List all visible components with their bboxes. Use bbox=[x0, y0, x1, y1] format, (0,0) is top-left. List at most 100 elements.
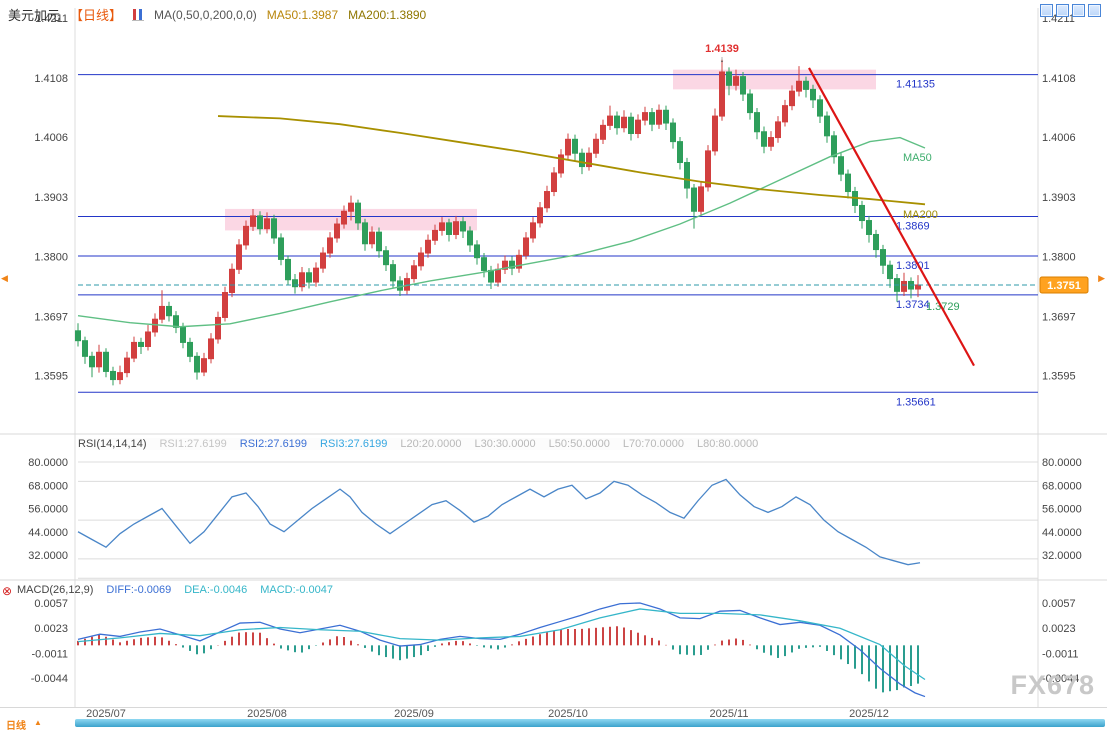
candle-body bbox=[817, 99, 823, 117]
candle-body bbox=[271, 218, 277, 239]
macd-diff-value: DIFF:-0.0069 bbox=[106, 584, 172, 596]
candle-body bbox=[712, 115, 718, 152]
rsi-header: RSI(14,14,14) RSI1:27.6199 RSI2:27.6199 … bbox=[78, 438, 759, 450]
macd-axis-label-right: 0.0057 bbox=[1042, 598, 1076, 610]
macd-axis-label-right: 0.0023 bbox=[1042, 623, 1076, 635]
scroll-right-icon[interactable]: ▶ bbox=[1098, 273, 1105, 283]
macd-remove-icon[interactable]: ⊗ bbox=[2, 584, 13, 598]
candle-body bbox=[327, 237, 333, 254]
ma200-value-label: MA200:1.3890 bbox=[348, 7, 427, 22]
macd-header: MACD(26,12,9) DIFF:-0.0069 DEA:-0.0046 M… bbox=[17, 584, 333, 596]
level-price-label: 1.41135 bbox=[896, 79, 935, 91]
candle-body bbox=[810, 88, 816, 101]
candle-body bbox=[264, 218, 270, 230]
macd-diff-line bbox=[77, 602, 926, 698]
period-tag[interactable]: 【日线】 bbox=[70, 8, 123, 23]
ma50-value-label: MA50:1.3987 bbox=[266, 7, 339, 22]
candle-body bbox=[103, 351, 109, 372]
price-axis-label-right: 1.4108 bbox=[1042, 73, 1076, 85]
candle-body bbox=[383, 250, 389, 266]
candle-body bbox=[362, 222, 368, 245]
candle-body bbox=[600, 124, 606, 140]
candle-body bbox=[467, 230, 473, 246]
candle-body bbox=[887, 264, 893, 280]
current-price-badge bbox=[1039, 276, 1089, 294]
candle-body bbox=[341, 210, 347, 225]
chart-header: 美元加元 【日线】 MA(0,50,0,200,0,0) MA50:1.3987… bbox=[8, 5, 426, 24]
peak-price-annotation: 1.4139 bbox=[705, 43, 739, 55]
candle-body bbox=[775, 121, 781, 139]
compare-charts-icon[interactable] bbox=[1072, 4, 1085, 17]
candle-body bbox=[418, 252, 424, 267]
candle-body bbox=[901, 280, 907, 292]
candle-body bbox=[663, 109, 669, 124]
candle-body bbox=[222, 292, 228, 318]
popout-window-icon[interactable] bbox=[1088, 4, 1101, 17]
rsi-axis-label-left: 32.0000 bbox=[28, 550, 68, 562]
candle-body bbox=[537, 207, 543, 224]
candle-body bbox=[432, 229, 438, 241]
price-axis-label-left: 1.3800 bbox=[34, 252, 68, 264]
chart-horizontal-scrollbar[interactable] bbox=[75, 719, 1105, 727]
candle-body bbox=[369, 231, 375, 245]
candle-body bbox=[579, 152, 585, 168]
candle-body bbox=[474, 244, 480, 259]
candle-body bbox=[845, 173, 851, 193]
candle-body bbox=[180, 326, 186, 343]
candle-body bbox=[411, 265, 417, 280]
candle-body bbox=[803, 80, 809, 90]
macd-indicator-label[interactable]: MACD(26,12,9) bbox=[17, 584, 94, 596]
candle-body bbox=[530, 222, 536, 239]
add-chart-icon[interactable] bbox=[1040, 4, 1053, 17]
price-axis-label-right: 1.3595 bbox=[1042, 371, 1076, 383]
rsi1-value: RSI1:27.6199 bbox=[159, 438, 227, 450]
candle-body bbox=[201, 358, 207, 373]
candle-body bbox=[740, 76, 746, 95]
candle-body bbox=[166, 305, 172, 317]
candle-body bbox=[628, 116, 634, 134]
down-trendline bbox=[808, 67, 975, 367]
ma200-line bbox=[217, 115, 926, 206]
candle-body bbox=[152, 318, 158, 333]
candle-body bbox=[649, 112, 655, 125]
candle-body bbox=[453, 221, 459, 235]
candle-body bbox=[796, 80, 802, 92]
rsi-axis-label-right: 56.0000 bbox=[1042, 504, 1082, 516]
candlestick-icon[interactable] bbox=[132, 8, 145, 21]
bottom-period-label[interactable]: 日线 bbox=[6, 721, 26, 732]
rsi2-value: RSI2:27.6199 bbox=[239, 438, 308, 450]
price-axis-label-left: 1.4211 bbox=[35, 13, 68, 25]
rsi-indicator-label[interactable]: RSI(14,14,14) bbox=[78, 438, 147, 450]
price-axis-label-left: 1.4006 bbox=[34, 132, 68, 144]
candle-body bbox=[586, 152, 592, 168]
candle-body bbox=[96, 351, 102, 368]
period-up-triangle-icon[interactable]: ▲ bbox=[34, 718, 42, 727]
rsi-axis-label-right: 44.0000 bbox=[1042, 527, 1082, 539]
candle-body bbox=[824, 115, 830, 137]
macd-dea-line bbox=[77, 608, 926, 681]
candle-body bbox=[439, 222, 445, 231]
candle-body bbox=[173, 315, 179, 328]
candle-body bbox=[75, 330, 81, 342]
candle-body bbox=[866, 220, 872, 235]
ma50-line bbox=[77, 136, 926, 328]
rsi-axis-label-right: 32.0000 bbox=[1042, 550, 1082, 562]
candle-body bbox=[656, 109, 662, 125]
price-axis-label-left: 1.4108 bbox=[34, 73, 68, 85]
scroll-left-icon[interactable]: ◀ bbox=[1, 273, 8, 283]
candle-body bbox=[355, 202, 361, 224]
price-axis-label-left: 1.3697 bbox=[34, 311, 68, 323]
candle-body bbox=[509, 260, 515, 269]
resistance-zone bbox=[673, 69, 876, 90]
grid-layout-icon[interactable] bbox=[1056, 4, 1069, 17]
candle-body bbox=[607, 115, 613, 126]
candle-body bbox=[82, 340, 88, 357]
rsi-l50-value: L50:50.0000 bbox=[548, 438, 610, 450]
candle-body bbox=[859, 204, 865, 222]
candle-body bbox=[124, 357, 130, 374]
candle-body bbox=[831, 135, 837, 158]
candle-body bbox=[243, 225, 249, 246]
candle-body bbox=[691, 187, 697, 212]
candle-body bbox=[313, 267, 319, 283]
